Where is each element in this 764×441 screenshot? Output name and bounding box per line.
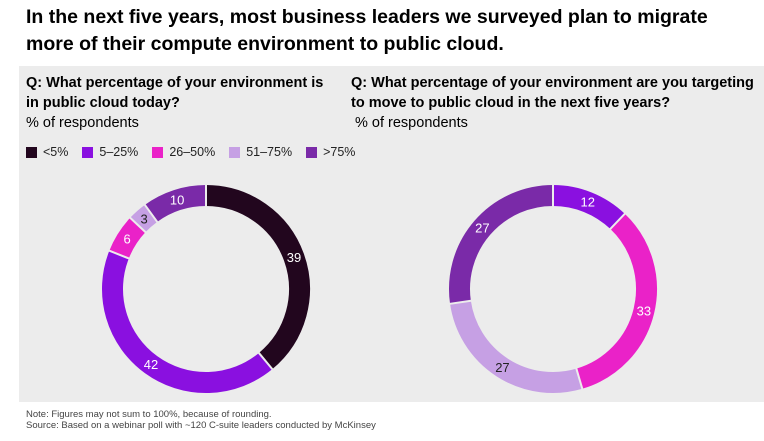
legend-label: >75%: [323, 145, 356, 159]
unit-label-today: % of respondents: [26, 115, 139, 131]
donut-chart-today: 39 42 63 10: [102, 184, 310, 393]
segment-separator: [448, 299, 472, 305]
donut-segment: [449, 185, 554, 304]
legend-item-lt5: <5%: [26, 145, 68, 159]
legend-label: 26–50%: [169, 145, 216, 159]
donut-segment: [576, 213, 657, 389]
donut-segment: [552, 185, 625, 230]
legend-swatch: [82, 146, 94, 158]
footer: Note: Figures may not sum to 100%, becau…: [26, 409, 376, 431]
data-label: 12: [581, 195, 595, 210]
data-label: 3: [141, 211, 148, 226]
legend-label: <5%: [43, 145, 69, 159]
segment-separator: [257, 351, 274, 371]
legend-label: 51–75%: [246, 145, 293, 159]
segment-separator: [143, 203, 159, 224]
legend-item-5-25: 5–25%: [82, 145, 138, 159]
footer-source: Source: Based on a webinar poll with ~12…: [26, 420, 376, 431]
donut-segment: [205, 185, 310, 370]
chart-title: In the next five years, most business le…: [26, 6, 708, 55]
legend-swatch: [26, 146, 37, 158]
question-today-text: Q: What percentage of your environment i…: [26, 75, 324, 111]
data-label: 27: [495, 360, 509, 375]
question-target-text: Q: What percentage of your environment a…: [351, 75, 754, 111]
footer-note: Note: Figures may not sum to 100%, becau…: [26, 409, 272, 420]
question-today: Q: What percentage of your environment i…: [26, 73, 326, 133]
donut-segment: [102, 250, 273, 393]
legend-item-51-75: 51–75%: [229, 145, 292, 159]
legend-item-gt75: >75%: [306, 145, 355, 159]
donut-segment: [144, 185, 207, 223]
data-label: 27: [475, 220, 489, 235]
data-label: 6: [123, 231, 130, 246]
segment-separator: [108, 249, 131, 260]
data-label: 10: [170, 193, 184, 208]
legend-label: 5–25%: [99, 145, 139, 159]
unit-label-target: % of respondents: [355, 115, 468, 131]
segment-separator: [128, 216, 147, 234]
donut-segment: [109, 217, 146, 259]
data-label: 39: [287, 250, 301, 265]
donut-segment: [450, 300, 583, 393]
donut-chart-target: 12 33 27 27: [448, 184, 657, 393]
question-target: Q: What percentage of your environment a…: [351, 73, 761, 133]
segment-separator: [575, 367, 584, 391]
legend-swatch: [306, 146, 318, 158]
legend-swatch: [152, 146, 164, 158]
data-label: 42: [144, 357, 158, 372]
legend-swatch: [229, 146, 241, 158]
legend-item-26-50: 26–50%: [152, 145, 215, 159]
segment-separator: [608, 212, 627, 231]
legend: <5% 5–25% 26–50% 51–75% >75%: [26, 145, 355, 159]
data-label: 33: [637, 304, 651, 319]
